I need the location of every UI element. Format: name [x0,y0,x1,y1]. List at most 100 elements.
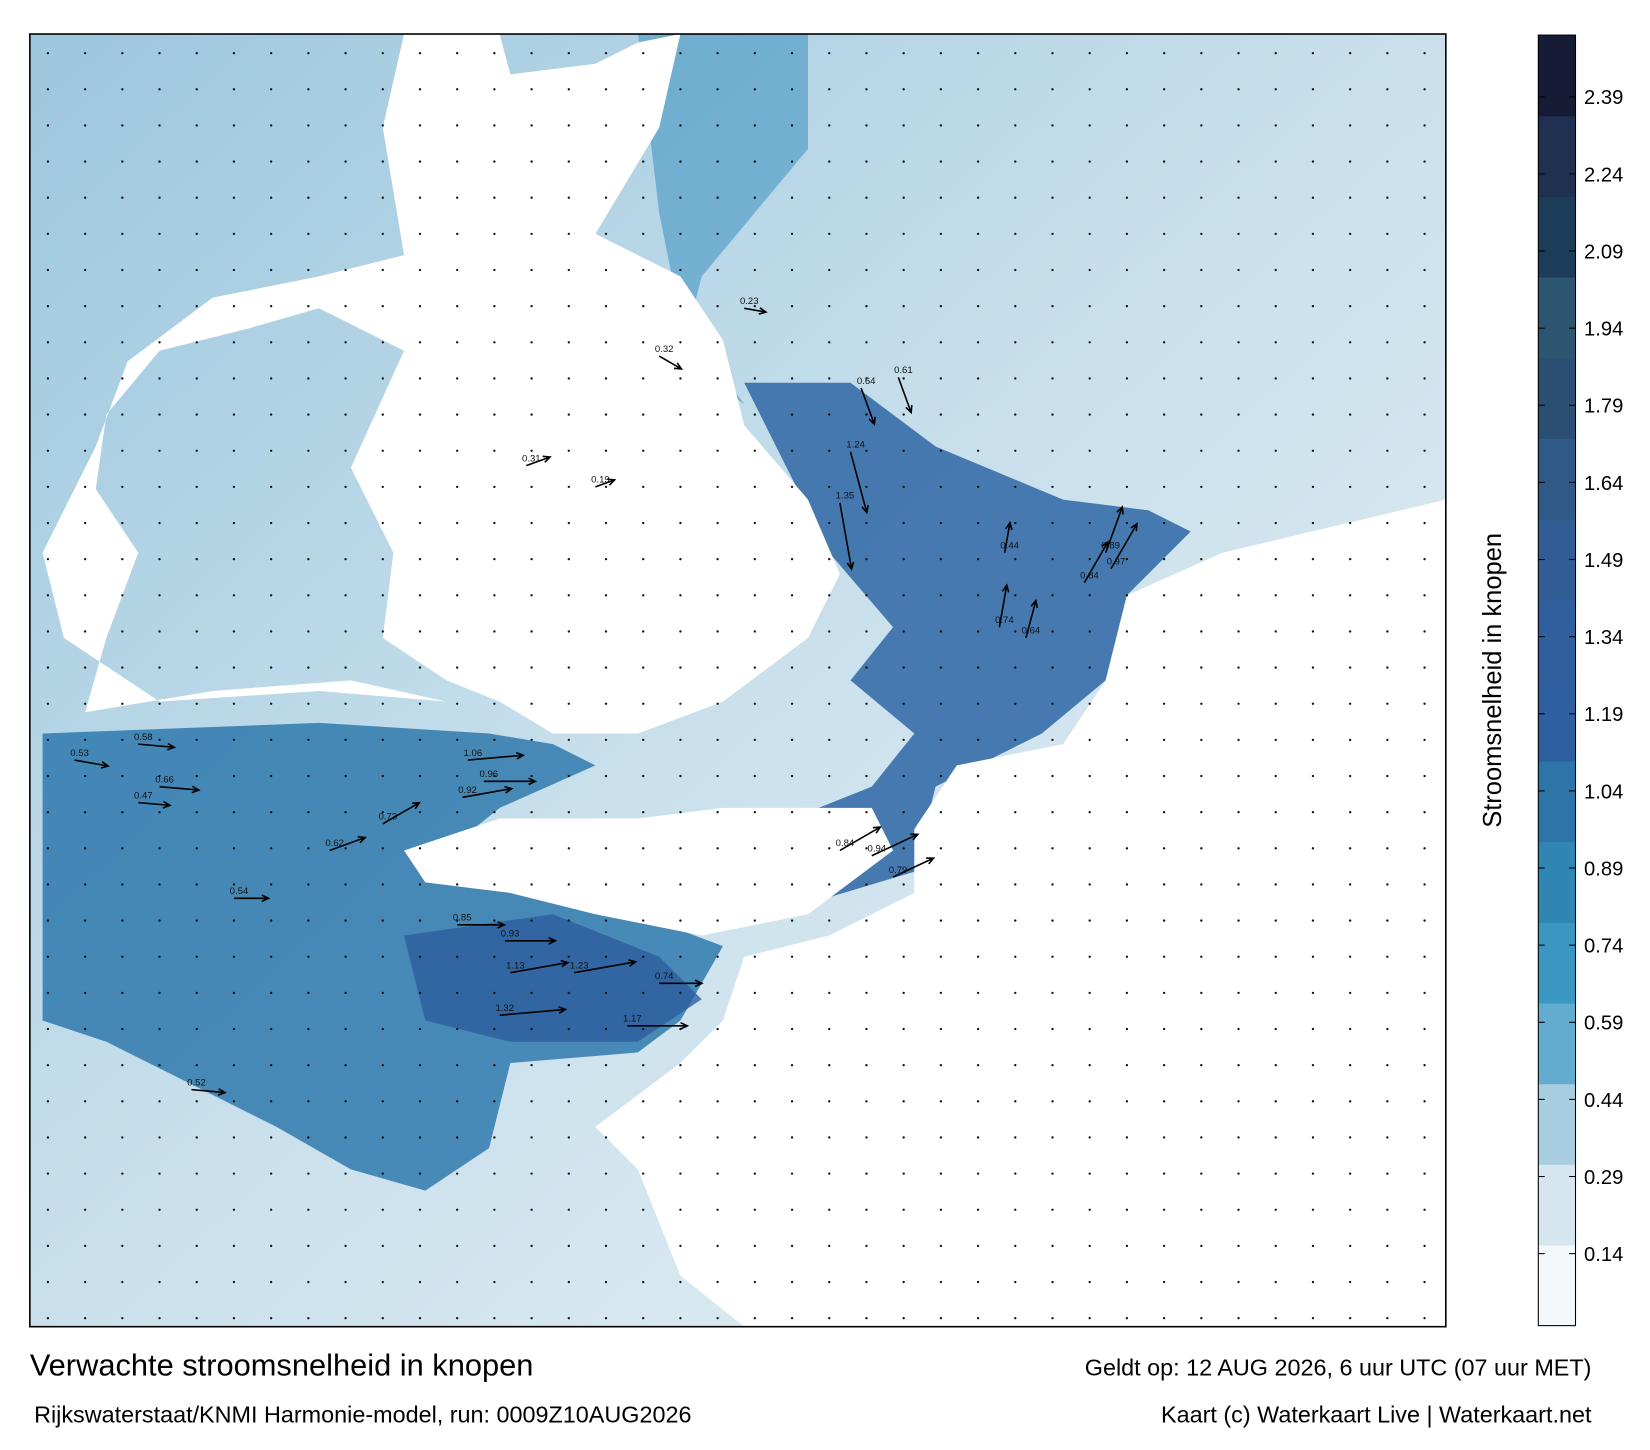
grid-dot [530,1280,533,1284]
grid-dot [269,413,273,416]
grid-dot [1274,847,1277,850]
current-arrows: 0.53 0.47 0.54 0.62 0.73 1.06 0.960.92 0.85 0.93… [70,296,1138,1096]
grid-dot [269,594,273,597]
grid-dot [790,919,794,922]
grid-dot [1386,160,1389,163]
grid-dot [344,774,347,778]
grid-dot [46,449,50,452]
grid-dot [418,557,422,561]
grid-dot [1014,774,1017,778]
grid-dot [567,811,570,814]
grid-dot [530,304,533,308]
grid-dot [865,702,868,705]
grid-dot [1274,485,1277,489]
grid-dot [83,196,87,199]
grid-dot [1423,268,1426,272]
grid-dot [1274,124,1277,127]
grid-dot [493,1027,496,1031]
grid-dot [753,413,757,416]
grid-dot [158,919,161,922]
grid-dot [1348,232,1352,236]
grid-dot [1311,1244,1315,1248]
grid-dot [1311,196,1315,199]
colorbar-tick-label: 0.44 [1584,1090,1623,1112]
grid-dot [1311,557,1315,561]
grid-dot [344,738,347,742]
grid-dot [493,811,496,814]
grid-dot [1311,666,1315,669]
grid-dot [1125,1172,1129,1175]
grid-dot [1423,521,1426,525]
grid-dot [976,1172,980,1175]
grid-dot [1237,304,1240,308]
grid-dot [46,666,50,669]
grid-dot [1125,883,1129,886]
grid-dot [456,160,459,163]
grid-dot [1237,1280,1240,1284]
grid-dot [1311,341,1315,344]
colorbar-band [1538,1083,1576,1165]
current-arrow [595,478,617,488]
grid-dot [1014,1244,1017,1248]
grid-dot [604,1244,608,1248]
grid-dot [83,811,87,814]
speed-label: 1.24 [846,440,865,451]
grid-dot [307,1280,310,1284]
grid-dot [1386,955,1389,958]
grid-dot [195,1208,198,1211]
speed-label: 1.13 [506,960,525,971]
grid-dot [269,304,273,308]
grid-dot [232,594,236,597]
grid-dot [195,811,198,814]
grid-dot [1311,991,1315,995]
grid-dot [716,557,719,561]
current-arrow [233,894,271,903]
grid-dot [828,955,831,958]
grid-dot [1274,1208,1277,1211]
grid-dot [753,1064,757,1067]
grid-dot [1311,124,1315,127]
grid-dot [1348,521,1352,525]
grid-dot [604,449,608,452]
grid-dot [232,124,236,127]
grid-dot [716,811,719,814]
grid-dot [790,1100,794,1103]
grid-dot [195,1280,198,1284]
grid-dot [307,738,310,742]
grid-dot [1311,955,1315,958]
grid-dot [976,1027,980,1031]
grid-dot [828,1172,831,1175]
grid-dot [865,449,868,452]
grid-dot [307,630,310,633]
grid-dot [493,341,496,344]
grid-dot [1237,1244,1240,1248]
grid-dot [716,413,719,416]
grid-dot [1386,1027,1389,1031]
grid-dot [790,521,794,525]
grid-dot [567,738,570,742]
grid-dot [1237,702,1240,705]
grid-dot [828,774,831,778]
grid-dot [418,1244,422,1248]
grid-dot [1311,377,1315,380]
grid-dot [753,919,757,922]
grid-dot [121,1100,124,1103]
grid-dot [530,666,533,669]
grid-dot [790,449,794,452]
grid-dot [1051,702,1054,705]
grid-dot [83,1280,87,1284]
grid-dot [604,304,608,308]
current-arrow [998,583,1010,628]
grid-dot [604,557,608,561]
current-arrow [467,751,526,761]
grid-dot [790,955,794,958]
grid-dot [530,377,533,380]
grid-dot [1051,341,1054,344]
grid-dot [83,774,87,778]
current-arrow [526,455,552,467]
grid-dot [1014,1317,1017,1320]
grid-dot [1274,666,1277,669]
grid-dot [1423,991,1426,995]
grid-dot [679,196,682,199]
grid-dot [456,377,459,380]
